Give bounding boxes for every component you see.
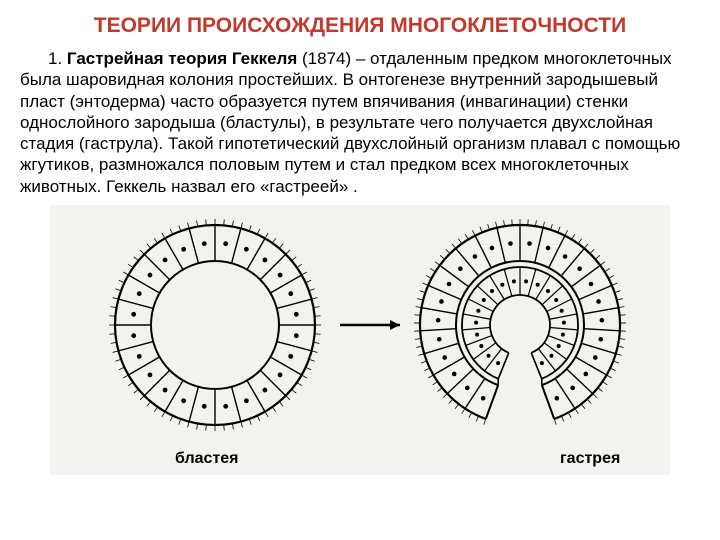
slide-title: ТЕОРИИ ПРОИСХОЖДЕНИЯ МНОГОКЛЕТОЧНОСТИ xyxy=(20,14,700,38)
body-lead-rest: (1874) – отдаленным предком многоклеточн… xyxy=(20,49,680,196)
body-lead-number: 1. xyxy=(48,49,67,68)
figure-label-right: гастрея xyxy=(560,450,620,467)
body-lead-bold: Гастрейная теория Геккеля xyxy=(67,49,297,68)
figure-diagram: бластея гастрея xyxy=(50,205,670,475)
figure-label-left: бластея xyxy=(175,450,239,467)
slide-body: 1. Гастрейная теория Геккеля (1874) – от… xyxy=(20,48,700,197)
